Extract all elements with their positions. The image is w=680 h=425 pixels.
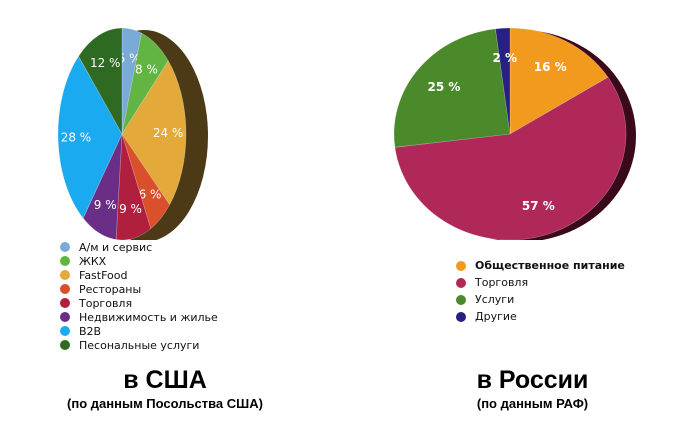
usa-chart-subtitle: (по данным Посольства США) <box>67 396 263 411</box>
slice-label-0-7: 12 % <box>90 56 121 70</box>
pie-slice-0-5 <box>82 133 123 240</box>
slice-label-1-2: 25 % <box>428 80 461 94</box>
russia-legend: Общественное питание Торговля Услуги Другие <box>456 257 625 325</box>
legend-swatch <box>60 312 70 322</box>
legend-swatch <box>60 340 70 350</box>
legend-label: Общественное питание <box>475 259 625 272</box>
russia-chart-title: в России <box>476 366 589 394</box>
legend-item-1-3: Другие <box>456 308 625 325</box>
slice-label-0-5: 9 % <box>94 198 117 212</box>
pie-slice-0-1 <box>121 32 169 135</box>
usa-chart-title: в США <box>123 366 207 394</box>
legend-label: Рестораны <box>79 282 142 296</box>
pie-slice-0-6 <box>57 55 123 219</box>
legend-item-0-4: Торговля <box>60 296 218 310</box>
legend-swatch <box>456 294 466 305</box>
legend-label: ЖКХ <box>79 254 107 268</box>
pie-slice-1-1 <box>394 76 627 240</box>
slice-label-0-6: 28 % <box>61 131 92 145</box>
legend-item-0-1: ЖКХ <box>60 254 218 268</box>
slice-label-1-1: 57 % <box>522 199 555 213</box>
legend-label: Недвижимость и жилье <box>79 310 218 324</box>
legend-label: Торговля <box>79 296 133 310</box>
russia-pie-chart: 16 % 57 % 25 % 2 % <box>393 27 636 240</box>
pie-slice-0-2 <box>121 60 187 206</box>
legend-label: Другие <box>475 310 517 323</box>
legend-swatch <box>60 242 70 252</box>
slice-label-0-4: 9 % <box>119 202 142 216</box>
legend-item-0-5: Недвижимость и жилье <box>60 310 218 324</box>
legend-label: Песональные услуги <box>79 338 200 352</box>
slice-label-0-2: 24 % <box>153 126 184 140</box>
usa-legend: А/м и сервис ЖКХ FastFood Рестораны Торговля… <box>60 240 218 352</box>
legend-swatch <box>60 298 70 308</box>
russia-chart-subtitle: (по данным РАФ) <box>476 396 589 411</box>
legend-label: B2B <box>79 324 102 338</box>
legend-label: FastFood <box>79 268 128 282</box>
legend-label: Услуги <box>475 293 515 306</box>
legend-item-1-1: Торговля <box>456 274 625 291</box>
legend-label: Торговля <box>475 276 529 289</box>
legend-swatch <box>60 284 70 294</box>
legend-item-0-6: B2B <box>60 324 218 338</box>
pie-slice-0-0 <box>121 27 142 135</box>
legend-item-0-2: FastFood <box>60 268 218 282</box>
pie-slice-1-0 <box>509 27 609 135</box>
slice-label-1-0: 16 % <box>534 60 567 74</box>
slice-label-0-3: 6 % <box>139 188 162 202</box>
usa-caption: в США (по данным Посольства США) <box>20 365 310 413</box>
legend-swatch <box>456 311 466 322</box>
legend-item-1-2: Услуги <box>456 291 625 308</box>
legend-swatch <box>456 260 466 271</box>
slice-label-0-0: 5 % <box>118 52 141 66</box>
legend-swatch <box>60 256 70 266</box>
legend-label: А/м и сервис <box>79 240 153 254</box>
charts-canvas: 5 %8 %24 %6 %9 %9 %28 %12 % 16 %57 %25 %… <box>57 27 636 240</box>
legend-item-1-0: Общественное питание <box>456 257 625 274</box>
russia-caption: в России (по данным РАФ) <box>400 365 665 413</box>
legend-item-0-3: Рестораны <box>60 282 218 296</box>
pie-slice-1-3 <box>495 27 511 135</box>
usa-pie-chart: 5 %8 %24 %6 %9 %9 %28 %12 % <box>57 27 208 240</box>
legend-swatch <box>60 326 70 336</box>
legend-item-0-0: А/м и сервис <box>60 240 218 254</box>
pie-slice-0-7 <box>78 27 123 136</box>
pie-slice-0-4 <box>115 133 152 240</box>
slice-label-1-3: 2 % <box>492 51 517 65</box>
legend-swatch <box>60 270 70 280</box>
legend-swatch <box>456 277 466 288</box>
slice-label-0-1: 8 % <box>135 62 158 76</box>
pie-slice-0-3 <box>121 133 171 230</box>
pie-slice-1-2 <box>393 28 511 148</box>
legend-item-0-7: Песональные услуги <box>60 338 218 352</box>
